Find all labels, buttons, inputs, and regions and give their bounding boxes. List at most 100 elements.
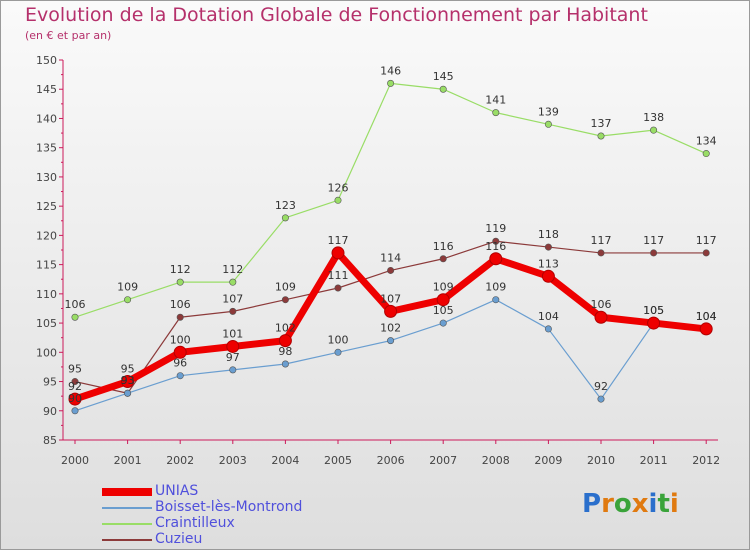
x-tick-label: 2005 <box>324 454 352 467</box>
x-tick-label: 2007 <box>429 454 457 467</box>
data-label-craintilleux: 112 <box>222 263 243 276</box>
data-label-boisset-l-s-montrond: 105 <box>643 304 664 317</box>
data-point-unias <box>278 334 292 348</box>
data-label-boisset-l-s-montrond: 104 <box>696 310 717 323</box>
y-tick-label: 85 <box>43 434 57 447</box>
data-point-unias <box>594 310 608 324</box>
y-tick-label: 95 <box>43 376 57 389</box>
data-point-craintilleux <box>387 79 395 87</box>
data-label-boisset-l-s-montrond: 105 <box>433 304 454 317</box>
data-point-unias <box>384 304 398 318</box>
data-label-craintilleux: 134 <box>696 135 717 148</box>
data-point-unias <box>331 246 345 260</box>
x-tick-label: 2003 <box>219 454 247 467</box>
y-tick-label: 125 <box>36 200 57 213</box>
data-point-cuzieu <box>544 243 552 251</box>
data-point-unias <box>699 322 713 336</box>
data-point-unias <box>173 345 187 359</box>
data-label-boisset-l-s-montrond: 96 <box>173 357 187 370</box>
data-label-unias: 102 <box>275 322 296 335</box>
data-point-cuzieu <box>281 296 289 304</box>
data-point-boisset-l-s-montrond <box>176 372 184 380</box>
data-label-unias: 107 <box>380 292 401 305</box>
data-point-craintilleux <box>281 214 289 222</box>
data-label-unias: 95 <box>121 363 135 376</box>
data-label-unias: 117 <box>328 234 349 247</box>
data-label-craintilleux: 146 <box>380 64 401 77</box>
data-label-unias: 109 <box>433 281 454 294</box>
legend: UNIAS Boisset-lès-Montrond Craintilleux Cuz… <box>102 483 362 548</box>
data-point-cuzieu <box>387 266 395 274</box>
data-label-boisset-l-s-montrond: 98 <box>278 345 292 358</box>
x-tick-label: 2006 <box>377 454 405 467</box>
data-label-unias: 101 <box>222 327 243 340</box>
chart-axes: 85 90 95 100 105 110 115 120 125 130 135 140 145 150 2… <box>36 54 720 467</box>
data-label-boisset-l-s-montrond: 90 <box>68 392 82 405</box>
y-tick-label: 145 <box>36 83 57 96</box>
data-point-craintilleux <box>492 109 500 117</box>
y-tick-label: 105 <box>36 317 57 330</box>
data-label-craintilleux: 141 <box>485 94 506 107</box>
y-tick-label: 140 <box>36 112 57 125</box>
chart-title: Evolution de la Dotation Globale de Fonc… <box>25 4 648 26</box>
data-point-boisset-l-s-montrond <box>281 360 289 368</box>
data-point-cuzieu <box>229 307 237 315</box>
data-label-cuzieu: 107 <box>222 292 243 305</box>
data-label-boisset-l-s-montrond: 109 <box>485 281 506 294</box>
data-label-craintilleux: 106 <box>65 298 86 311</box>
data-label-craintilleux: 145 <box>433 70 454 83</box>
data-point-cuzieu <box>334 284 342 292</box>
data-label-unias: 100 <box>170 333 191 346</box>
y-tick-label: 110 <box>36 288 57 301</box>
data-point-boisset-l-s-montrond <box>229 366 237 374</box>
legend-item-unias: UNIAS <box>102 483 362 500</box>
legend-item-boisset-l-s-montrond: Boisset-lès-Montrond <box>102 499 362 516</box>
legend-swatch <box>102 523 152 525</box>
data-point-craintilleux <box>229 278 237 286</box>
data-point-cuzieu <box>176 313 184 321</box>
proxiti-logo: Proxiti <box>582 489 679 519</box>
x-tick-label: 2001 <box>114 454 142 467</box>
chart-subtitle: (en € et par an) <box>25 29 112 42</box>
data-point-unias <box>436 293 450 307</box>
legend-swatch <box>102 539 152 541</box>
data-label-cuzieu: 114 <box>380 251 401 264</box>
data-label-unias: 106 <box>591 298 612 311</box>
data-label-craintilleux: 112 <box>170 263 191 276</box>
data-label-craintilleux: 123 <box>275 199 296 212</box>
data-labels-layer: 106 109 112 112 123 126 146 145 141 139 137 138 134 9… <box>65 64 717 404</box>
data-point-boisset-l-s-montrond <box>544 325 552 333</box>
data-point-unias <box>68 392 82 406</box>
x-tick-label: 2012 <box>692 454 720 467</box>
data-point-craintilleux <box>176 278 184 286</box>
data-point-unias <box>226 339 240 353</box>
data-label-unias: 116 <box>485 240 506 253</box>
logo-letter: x <box>631 489 649 519</box>
data-point-cuzieu <box>650 249 658 257</box>
data-point-unias <box>121 375 135 389</box>
data-label-boisset-l-s-montrond: 97 <box>226 351 240 364</box>
logo-letter: o <box>613 489 632 519</box>
x-tick-label: 2000 <box>61 454 89 467</box>
data-point-craintilleux <box>650 126 658 134</box>
data-point-craintilleux <box>544 120 552 128</box>
data-point-unias <box>489 252 503 266</box>
data-point-boisset-l-s-montrond <box>439 319 447 327</box>
data-label-boisset-l-s-montrond: 93 <box>121 374 135 387</box>
y-tick-label: 115 <box>36 259 57 272</box>
data-label-craintilleux: 126 <box>328 181 349 194</box>
y-tick-label: 130 <box>36 171 57 184</box>
data-point-craintilleux <box>71 313 79 321</box>
x-tick-label: 2002 <box>166 454 194 467</box>
data-label-cuzieu: 109 <box>275 281 296 294</box>
data-label-cuzieu: 95 <box>68 363 82 376</box>
x-tick-label: 2009 <box>534 454 562 467</box>
data-label-craintilleux: 138 <box>643 111 664 124</box>
data-label-cuzieu: 116 <box>433 240 454 253</box>
legend-item-craintilleux: Craintilleux <box>102 515 362 532</box>
data-label-cuzieu: 117 <box>591 234 612 247</box>
data-point-craintilleux <box>124 296 132 304</box>
data-point-unias <box>541 269 555 283</box>
